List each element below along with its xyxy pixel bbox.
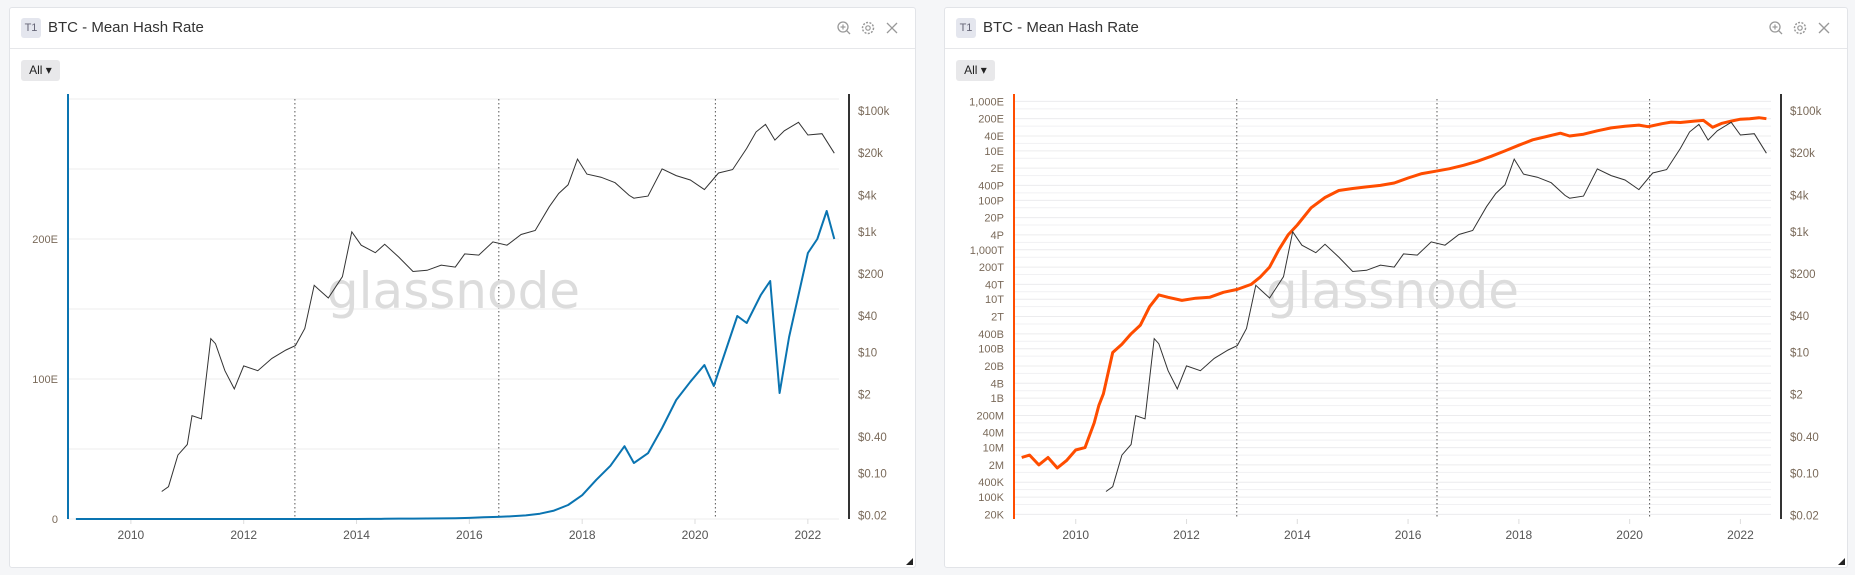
panel-header: T1 BTC - Mean Hash Rate: [10, 8, 915, 49]
y-left-tick-label: 10M: [983, 443, 1004, 455]
y-left-tick-label: 2M: [989, 460, 1004, 472]
x-tick-label: 2016: [456, 528, 483, 542]
y-left-tick-label: 2T: [991, 312, 1004, 324]
x-tick-label: 2018: [1506, 528, 1533, 542]
y-left-tick-label: 100K: [978, 492, 1004, 504]
panel-badge: T1: [21, 18, 41, 38]
x-tick-label: 2012: [230, 528, 257, 542]
y-left-tick-label: 4P: [991, 230, 1004, 242]
y-right-tick-label: $4k: [1790, 190, 1809, 202]
zoom-in-icon[interactable]: [1767, 19, 1785, 37]
y-left-tick-label: 200T: [979, 262, 1004, 274]
close-icon[interactable]: [1815, 19, 1833, 37]
y-left-tick-label: 40M: [983, 428, 1004, 440]
panel-badge: T1: [956, 18, 976, 38]
panel-hash-rate-log: T1 BTC - Mean Hash Rate All ▾ 2010 2012 20…: [944, 7, 1848, 568]
y-left-tick-label: 40E: [984, 131, 1004, 143]
zoom-in-icon[interactable]: [835, 19, 853, 37]
y-left-tick-label: 1,000T: [970, 245, 1005, 257]
gear-icon[interactable]: [1791, 19, 1809, 37]
x-tick-label: 2012: [1173, 528, 1200, 542]
y-left-tick-label: 4B: [991, 378, 1004, 390]
y-left-tick-label: 0: [52, 514, 58, 526]
panel-title: BTC - Mean Hash Rate: [983, 19, 1139, 36]
y-right-tick-label: $1k: [858, 227, 877, 239]
y-right-tick-label: $0.02: [1790, 510, 1819, 522]
y-left-tick-label: 1,000E: [969, 96, 1004, 108]
y-left-tick-label: 400K: [978, 477, 1004, 489]
y-left-tick-label: 10T: [985, 294, 1004, 306]
panel-header: T1 BTC - Mean Hash Rate: [945, 8, 1847, 49]
panel-hash-rate-linear: T1 BTC - Mean Hash Rate All ▾ 2010 2012 20…: [9, 7, 916, 568]
x-tick-label: 2020: [1616, 528, 1643, 542]
range-all-dropdown[interactable]: All ▾: [21, 60, 60, 81]
y-left-tick-label: 200E: [32, 234, 58, 246]
y-right-tick-label: $1k: [1790, 227, 1809, 239]
y-left-tick-label: 400P: [978, 180, 1004, 192]
price-line: [1105, 121, 1767, 492]
x-tick-label: 2018: [569, 528, 596, 542]
y-left-tick-label: 20K: [984, 509, 1004, 521]
y-left-tick-label: 10E: [984, 146, 1004, 158]
y-right-tick-label: $2: [858, 390, 871, 402]
y-left-tick-label: 200E: [978, 114, 1004, 126]
y-right-tick-label: $0.40: [1790, 432, 1819, 444]
y-right-tick-label: $0.02: [858, 510, 887, 522]
y-right-tick-label: $100k: [1790, 106, 1822, 118]
panel-title: BTC - Mean Hash Rate: [48, 19, 204, 36]
y-right-tick-label: $40: [858, 311, 877, 323]
y-left-tick-label: 200M: [976, 410, 1004, 422]
y-left-tick-label: 100P: [978, 195, 1004, 207]
y-right-tick-label: $200: [858, 269, 884, 281]
y-left-tick-label: 20P: [984, 213, 1004, 225]
y-right-tick-label: $200: [1790, 269, 1816, 281]
x-tick-label: 2022: [795, 528, 822, 542]
y-left-tick-label: 40T: [985, 279, 1004, 291]
close-icon[interactable]: [883, 19, 901, 37]
y-right-tick-label: $0.10: [1790, 468, 1819, 480]
y-left-tick-label: 100B: [978, 344, 1004, 356]
x-tick-label: 2010: [118, 528, 145, 542]
hash-rate-line: [1021, 116, 1767, 470]
watermark: glassnode: [1266, 262, 1519, 320]
gear-icon[interactable]: [859, 19, 877, 37]
hash-rate-chart[interactable]: 2010 2012 2014 2016 2018 2020 2022 glassnode 0 10…: [10, 8, 917, 569]
y-left-tick-label: 20B: [984, 361, 1004, 373]
y-right-tick-label: $100k: [858, 106, 890, 118]
x-tick-label: 2010: [1062, 528, 1089, 542]
resize-handle[interactable]: [1838, 558, 1845, 565]
x-tick-label: 2022: [1727, 528, 1754, 542]
resize-handle[interactable]: [906, 558, 913, 565]
y-right-tick-label: $10: [858, 348, 877, 360]
price-line: [161, 121, 835, 492]
y-left-tick-label: 100E: [32, 374, 58, 386]
y-right-tick-label: $2: [1790, 390, 1803, 402]
y-right-tick-label: $40: [1790, 311, 1809, 323]
x-tick-label: 2014: [343, 528, 370, 542]
x-tick-label: 2014: [1284, 528, 1311, 542]
y-left-tick-label: 1B: [991, 393, 1004, 405]
y-left-tick-label: 2E: [991, 163, 1004, 175]
hash-rate-line: [75, 210, 836, 520]
watermark: glassnode: [327, 262, 580, 320]
y-right-tick-label: $4k: [858, 190, 877, 202]
y-left-tick-label: 400B: [978, 329, 1004, 341]
x-tick-label: 2020: [682, 528, 709, 542]
y-right-tick-label: $20k: [858, 148, 883, 160]
range-all-dropdown[interactable]: All ▾: [956, 60, 995, 81]
y-right-tick-label: $20k: [1790, 148, 1815, 160]
x-tick-label: 2016: [1395, 528, 1422, 542]
y-right-tick-label: $0.40: [858, 432, 887, 444]
y-right-tick-label: $0.10: [858, 468, 887, 480]
y-right-tick-label: $10: [1790, 348, 1809, 360]
hash-rate-chart[interactable]: 2010 2012 2014 2016 2018 2020 2022 glassnode 1,0…: [945, 8, 1849, 569]
